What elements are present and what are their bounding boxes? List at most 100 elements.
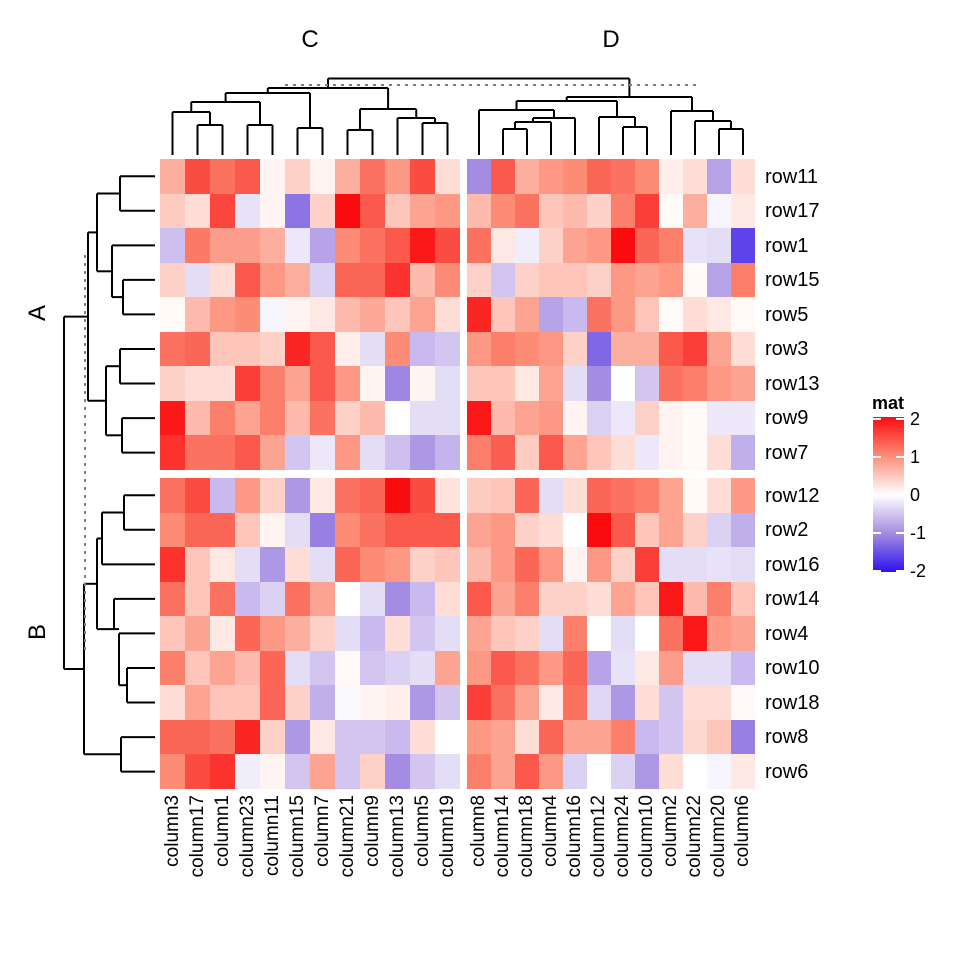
heatmap-cell <box>160 582 185 616</box>
heatmap-cell <box>731 297 755 332</box>
heatmap-cell <box>285 297 310 332</box>
heatmap-cell <box>539 547 563 582</box>
heatmap-cell <box>410 159 435 194</box>
heatmap-cell <box>491 478 515 513</box>
heatmap-cell <box>260 616 285 651</box>
row-label: row5 <box>765 303 809 326</box>
heatmap-cell <box>683 754 707 789</box>
heatmap-cell <box>185 401 210 435</box>
heatmap-cell <box>635 720 659 754</box>
heatmap-cell <box>210 401 235 435</box>
heatmap-cell <box>235 159 260 194</box>
heatmap-cell <box>360 194 385 228</box>
heatmap-cell <box>515 651 539 685</box>
heatmap-cell <box>335 651 360 685</box>
heatmap-cell <box>515 720 539 754</box>
heatmap-cell <box>587 547 611 582</box>
heatmap-cell <box>260 478 285 513</box>
heatmap-cell <box>160 651 185 685</box>
heatmap-cell <box>707 332 731 366</box>
heatmap-cell <box>491 582 515 616</box>
heatmap-cell <box>635 194 659 228</box>
heatmap-cell <box>659 478 683 513</box>
heatmap-cell <box>410 720 435 754</box>
heatmap-cell <box>160 547 185 582</box>
heatmap-cell <box>539 228 563 263</box>
heatmap-cell <box>683 332 707 366</box>
heatmap-cell <box>185 435 210 470</box>
heatmap-cell <box>659 720 683 754</box>
heatmap-cell <box>435 582 460 616</box>
heatmap-cell <box>435 228 460 263</box>
row-label: row9 <box>765 407 809 429</box>
heatmap-cell <box>410 513 435 547</box>
heatmap-cell <box>587 401 611 435</box>
column-label: column5 <box>411 795 433 867</box>
heatmap-cell <box>683 685 707 720</box>
heatmap-cell <box>731 194 755 228</box>
legend-tick-mark <box>896 418 904 420</box>
heatmap-cell <box>285 547 310 582</box>
heatmap-cell <box>611 616 635 651</box>
heatmap-cell <box>467 478 491 513</box>
heatmap-cell <box>515 478 539 513</box>
heatmap-cell <box>707 159 731 194</box>
heatmap-cell <box>491 547 515 582</box>
heatmap-cell <box>335 263 360 297</box>
heatmap-cell <box>539 582 563 616</box>
heatmap-cell <box>435 478 460 513</box>
column-label: column1 <box>211 795 233 867</box>
heatmap-cell <box>260 513 285 547</box>
heatmap-cell <box>385 366 410 401</box>
heatmap-cell <box>235 582 260 616</box>
heatmap-cell <box>435 651 460 685</box>
heatmap-cell <box>385 651 410 685</box>
heatmap-cell <box>435 754 460 789</box>
heatmap-cell <box>683 478 707 513</box>
heatmap-cell <box>539 754 563 789</box>
heatmap-cell <box>707 754 731 789</box>
heatmap-cell <box>210 228 235 263</box>
heatmap-cell <box>385 547 410 582</box>
heatmap-cell <box>285 651 310 685</box>
heatmap-cell <box>385 228 410 263</box>
heatmap-cell <box>335 478 360 513</box>
column-group-title-d: D <box>602 26 620 53</box>
heatmap-cell <box>185 297 210 332</box>
heatmap-cell <box>335 366 360 401</box>
row-label: row15 <box>765 269 820 291</box>
heatmap-cell <box>285 366 310 401</box>
row-label: row8 <box>765 726 809 748</box>
heatmap-cell <box>410 685 435 720</box>
heatmap-cell <box>410 401 435 435</box>
heatmap-cell <box>410 478 435 513</box>
heatmap-cell <box>563 366 587 401</box>
heatmap-cell <box>515 159 539 194</box>
row-label: row2 <box>765 519 809 541</box>
heatmap-cell <box>707 401 731 435</box>
heatmap-cell <box>235 754 260 789</box>
column-label: column6 <box>732 795 753 867</box>
heatmap-cell <box>335 159 360 194</box>
heatmap-cell <box>563 297 587 332</box>
heatmap-cell <box>587 228 611 263</box>
heatmap-cell <box>611 332 635 366</box>
heatmap-cell <box>587 194 611 228</box>
heatmap-cell <box>587 513 611 547</box>
heatmap-cell <box>285 194 310 228</box>
heatmap-cell <box>310 616 335 651</box>
heatmap-cell <box>467 720 491 754</box>
heatmap-cell <box>335 194 360 228</box>
heatmap-cell <box>683 547 707 582</box>
heatmap-cell <box>310 228 335 263</box>
heatmap-cell <box>185 194 210 228</box>
column-label: column18 <box>516 795 537 878</box>
legend-tick-mark <box>896 494 904 496</box>
heatmap-cell <box>310 297 335 332</box>
heatmap-cell <box>285 332 310 366</box>
heatmap-cell <box>563 547 587 582</box>
column-label: column21 <box>336 795 358 878</box>
column-label: column13 <box>386 795 408 878</box>
heatmap-cell <box>385 616 410 651</box>
heatmap-cell <box>731 720 755 754</box>
